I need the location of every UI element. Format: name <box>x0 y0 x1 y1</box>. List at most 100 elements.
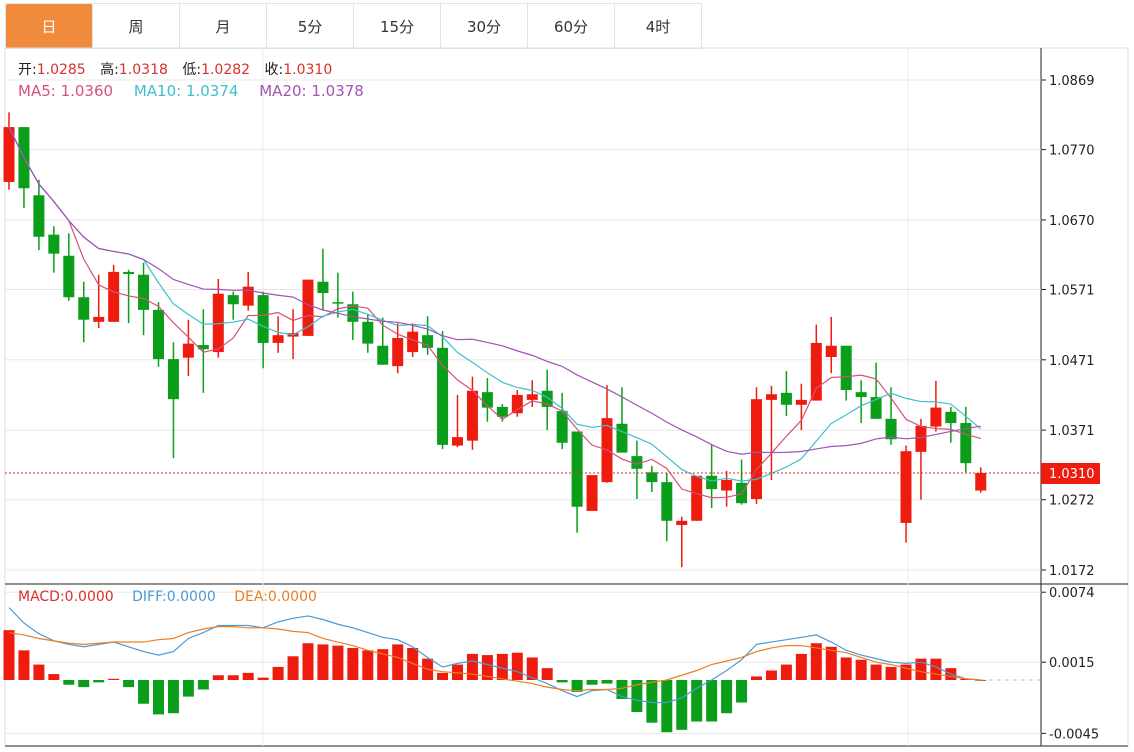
candle-body <box>138 274 150 310</box>
candle-down <box>646 465 658 492</box>
candle-up <box>930 380 942 432</box>
candle-up <box>93 274 105 329</box>
candle-up <box>825 316 837 374</box>
ma10-legend: MA10: 1.0374 <box>133 82 239 100</box>
macd-bar-positive <box>466 653 478 680</box>
candle-body <box>915 425 927 452</box>
macd-bar-positive <box>257 677 269 680</box>
macd-bar-negative <box>736 680 748 703</box>
macd-tick-label: 0.0074 <box>1049 586 1095 601</box>
price-tick-label: 1.0571 <box>1049 283 1095 298</box>
candle-down <box>631 440 643 499</box>
tab-60min[interactable]: 60分 <box>528 4 615 48</box>
candle-up <box>466 376 478 450</box>
candle-down <box>780 371 792 417</box>
candle-down <box>197 309 209 393</box>
tab-month[interactable]: 月 <box>180 4 267 48</box>
candle-body <box>496 406 508 417</box>
candle-down <box>317 248 329 310</box>
macd-bar-negative <box>601 680 613 684</box>
candle-body <box>885 418 897 440</box>
candle-body <box>466 390 478 441</box>
price-tick-label: 1.0172 <box>1049 564 1095 579</box>
tab-30min[interactable]: 30分 <box>441 4 528 48</box>
candle-down <box>33 179 45 251</box>
candle-body <box>870 397 882 419</box>
candle-down <box>855 380 867 424</box>
candle-body <box>691 475 703 521</box>
macd-bar-positive <box>377 649 389 680</box>
candle-body <box>855 392 867 398</box>
candle-down <box>332 272 344 318</box>
price-tick-label: 1.0471 <box>1049 354 1095 369</box>
macd-bar-positive <box>496 653 508 680</box>
macd-bar-positive <box>541 668 553 680</box>
candle-down <box>63 233 75 301</box>
macd-bar-positive <box>870 664 882 680</box>
macd-legend: MACD:0.0000 DIFF:0.0000 DEA:0.0000 <box>18 589 327 605</box>
candle-down <box>362 314 374 353</box>
macd-bar-positive <box>18 650 30 680</box>
candle-body <box>3 127 15 182</box>
close-label: 收: <box>264 62 284 78</box>
candle-body <box>212 293 224 353</box>
candle-body <box>422 335 434 348</box>
tab-week[interactable]: 周 <box>93 4 180 48</box>
candle-body <box>721 480 733 491</box>
candle-down <box>437 330 449 450</box>
candle-body <box>332 302 344 304</box>
macd-bar-negative <box>616 680 628 699</box>
last-price-badge <box>1041 462 1100 484</box>
macd-bar-positive <box>437 672 449 680</box>
candle-up <box>392 323 404 374</box>
candle-body <box>257 295 269 343</box>
macd-bar-positive <box>272 666 284 680</box>
candles <box>3 112 987 568</box>
candle-down <box>167 342 179 459</box>
candle-down <box>541 369 553 431</box>
macd-bar-positive <box>975 680 987 681</box>
macd-bar-positive <box>347 647 359 680</box>
tab-4hour[interactable]: 4时 <box>615 4 702 48</box>
candle-down <box>481 378 493 422</box>
high-value: 1.0318 <box>118 62 168 78</box>
candle-down <box>736 459 748 505</box>
candle-up <box>586 475 598 511</box>
tab-5min[interactable]: 5分 <box>267 4 354 48</box>
low-label: 低: <box>182 62 202 78</box>
candle-body <box>765 394 777 400</box>
candle-up <box>915 418 927 500</box>
macd-bar-positive <box>212 675 224 680</box>
macd-bar-positive <box>915 658 927 680</box>
high-label: 高: <box>100 62 119 78</box>
candle-up <box>900 445 912 543</box>
tab-day[interactable]: 日 <box>6 4 93 48</box>
candle-body <box>780 392 792 405</box>
candle-down <box>960 406 972 473</box>
candle-down <box>422 316 434 355</box>
macd-bar-positive <box>900 664 912 680</box>
candle-down <box>556 392 568 450</box>
macd-bar-positive <box>3 630 15 680</box>
candle-body <box>377 345 389 365</box>
macd-bar-positive <box>526 657 538 680</box>
candle-body <box>960 423 972 464</box>
macd-bar-negative <box>556 680 568 683</box>
candle-body <box>840 345 852 391</box>
tab-15min[interactable]: 15分 <box>354 4 441 48</box>
macd-bar-positive <box>108 678 120 680</box>
macd-bar-negative <box>721 680 733 714</box>
candle-up <box>272 316 284 353</box>
macd-bar-positive <box>751 676 762 680</box>
candle-down <box>257 291 269 369</box>
candle-body <box>182 343 194 358</box>
candle-up <box>182 319 194 376</box>
macd-bar-negative <box>182 680 194 697</box>
candle-up <box>601 385 613 483</box>
candle-up <box>751 387 762 504</box>
macd-bar-positive <box>302 643 314 680</box>
ma-lines <box>8 126 982 499</box>
ma20-legend: MA20: 1.0378 <box>259 82 364 100</box>
candle-body <box>556 411 568 443</box>
